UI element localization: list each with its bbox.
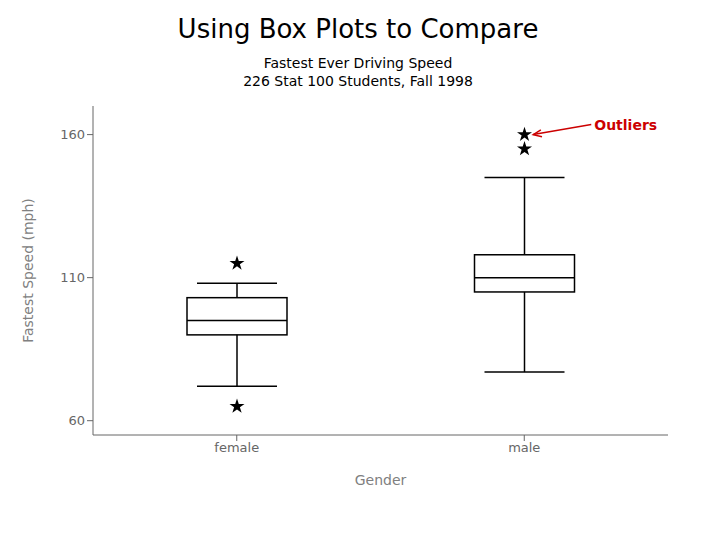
html-text:226 Stat 100 Students, Fall 19: 226 Stat 100 Students, Fall 1998 <box>243 73 473 89</box>
svg-text:Fastest Speed (mph): Fastest Speed (mph) <box>20 198 36 343</box>
html-text:Using Box Plots to Compare: Using Box Plots to Compare <box>177 14 539 44</box>
svg-text:160: 160 <box>60 127 85 142</box>
svg-text:110: 110 <box>60 270 85 285</box>
svg-text:male: male <box>508 440 540 455</box>
svg-text:Outliers: Outliers <box>594 117 657 133</box>
svg-text:female: female <box>214 440 259 455</box>
svg-text:60: 60 <box>68 413 85 428</box>
html-text:Fastest Ever Driving Speed: Fastest Ever Driving Speed <box>263 55 453 71</box>
svg-text:Gender: Gender <box>355 472 407 488</box>
